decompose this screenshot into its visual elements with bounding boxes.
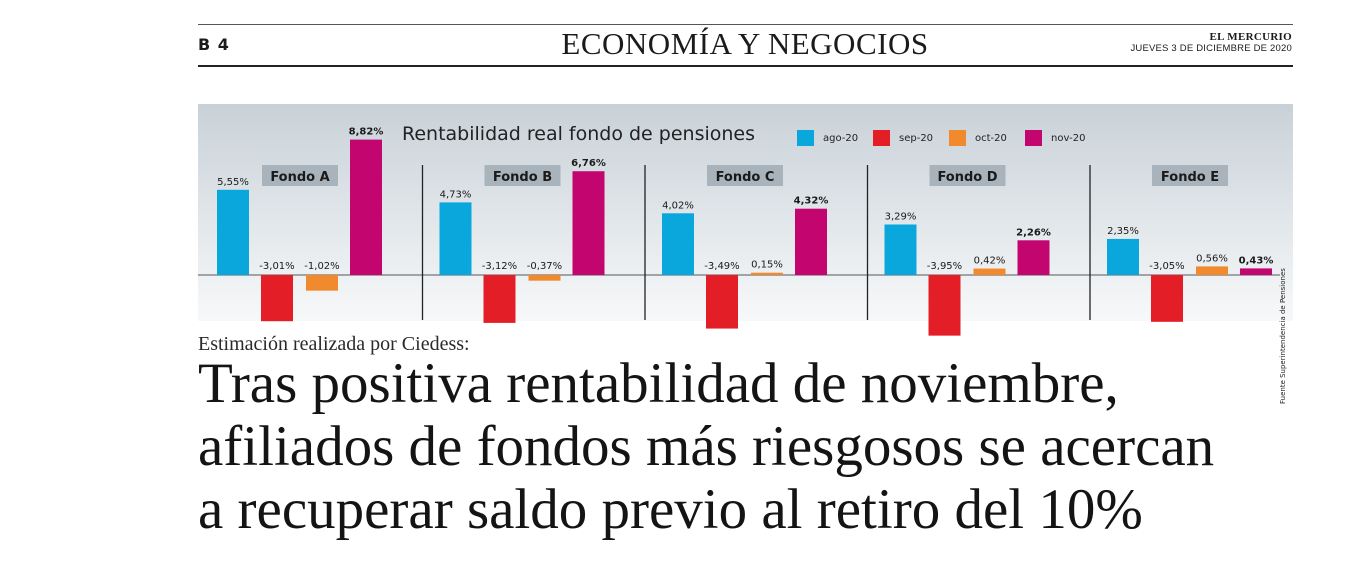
data-label: -3,95% — [927, 261, 962, 272]
data-label: 4,73% — [440, 189, 472, 200]
legend-swatch-oct-20 — [949, 130, 966, 146]
data-label: 6,76% — [571, 158, 606, 169]
bar-ago-20 — [217, 189, 249, 275]
section-title: ECONOMÍA Y NEGOCIOS — [561, 26, 929, 61]
panel-label-box — [707, 165, 783, 186]
legend-swatch-ago-20 — [797, 130, 814, 146]
bar-sep-20 — [1151, 275, 1183, 322]
bar-nov-20 — [572, 171, 605, 275]
panel-label: Fondo E — [1161, 170, 1219, 185]
bar-oct-20 — [751, 272, 783, 275]
headline-line-3: a recuperar saldo previo al retiro del 1… — [198, 478, 1143, 541]
bar-nov-20 — [795, 208, 827, 275]
data-label: 8,82% — [349, 127, 384, 138]
panel-label: Fondo C — [716, 170, 775, 185]
data-label: 0,42% — [974, 256, 1006, 267]
data-label: 3,29% — [885, 211, 917, 222]
bar-oct-20 — [528, 275, 561, 281]
data-label: 4,02% — [662, 200, 694, 211]
legend-label-oct-20: oct-20 — [975, 133, 1007, 144]
data-label: -3,12% — [482, 261, 517, 272]
bar-oct-20 — [973, 268, 1006, 275]
headline-line-2: afiliados de fondos más riesgosos se ace… — [198, 415, 1215, 478]
panel-label-box — [1152, 165, 1228, 186]
data-label: -3,49% — [704, 261, 739, 272]
legend-swatch-sep-20 — [873, 130, 890, 146]
bar-ago-20 — [1107, 238, 1139, 275]
data-label: 0,56% — [1196, 253, 1228, 264]
data-label: 4,32% — [794, 196, 829, 207]
bar-nov-20 — [350, 139, 382, 275]
panel-label: Fondo D — [937, 170, 997, 185]
bar-plot: Fondo A 5,55% -3,01% -1,02% 8,82% Fondo B 4,73… — [198, 127, 1280, 336]
header-top-rule — [198, 24, 1293, 25]
data-label: 0,43% — [1239, 255, 1274, 266]
bar-oct-20 — [1196, 266, 1228, 275]
data-label: -3,05% — [1149, 261, 1184, 272]
bar-ago-20 — [884, 224, 917, 275]
bar-sep-20 — [261, 275, 293, 322]
data-label: -1,02% — [304, 261, 339, 272]
data-label: 0,15% — [751, 260, 783, 271]
bar-sep-20 — [483, 275, 516, 323]
bar-ago-20 — [439, 202, 472, 275]
page-number: B 4 — [198, 35, 230, 54]
panel-label-box — [929, 165, 1006, 186]
article-kicker: Estimación realizada por Ciedess: — [198, 333, 470, 355]
legend-swatch-nov-20 — [1025, 130, 1042, 146]
panel-label: Fondo A — [270, 170, 329, 185]
panel-label: Fondo B — [493, 170, 552, 185]
pension-returns-chart: Rentabilidad real fondo de pensiones ago… — [198, 104, 1293, 404]
article-headline: Tras positiva rentabilidad de noviembre,… — [198, 352, 1348, 541]
bar-nov-20 — [1017, 240, 1050, 275]
data-label: 5,55% — [217, 177, 249, 188]
bar-oct-20 — [306, 275, 338, 291]
legend-label-ago-20: ago-20 — [823, 133, 859, 144]
header-bottom-rule — [198, 65, 1293, 67]
bar-sep-20 — [928, 275, 961, 336]
bar-ago-20 — [662, 213, 694, 275]
data-label: -0,37% — [527, 261, 562, 272]
bar-nov-20 — [1240, 268, 1272, 275]
headline-line-1: Tras positiva rentabilidad de noviembre, — [198, 352, 1119, 415]
data-label: -3,01% — [259, 261, 294, 272]
legend-label-sep-20: sep-20 — [899, 133, 934, 144]
panel-label-box — [484, 165, 561, 186]
data-label: 2,26% — [1016, 227, 1051, 238]
issue-date: JUEVES 3 DE DICIEMBRE DE 2020 — [1130, 43, 1292, 54]
chart-title: Rentabilidad real fondo de pensiones — [402, 123, 756, 145]
newspaper-name: EL MERCURIO — [1209, 31, 1292, 43]
legend-label-nov-20: nov-20 — [1051, 133, 1086, 144]
bar-sep-20 — [706, 275, 738, 329]
panel-label-box — [262, 165, 338, 186]
data-label: 2,35% — [1107, 226, 1139, 237]
